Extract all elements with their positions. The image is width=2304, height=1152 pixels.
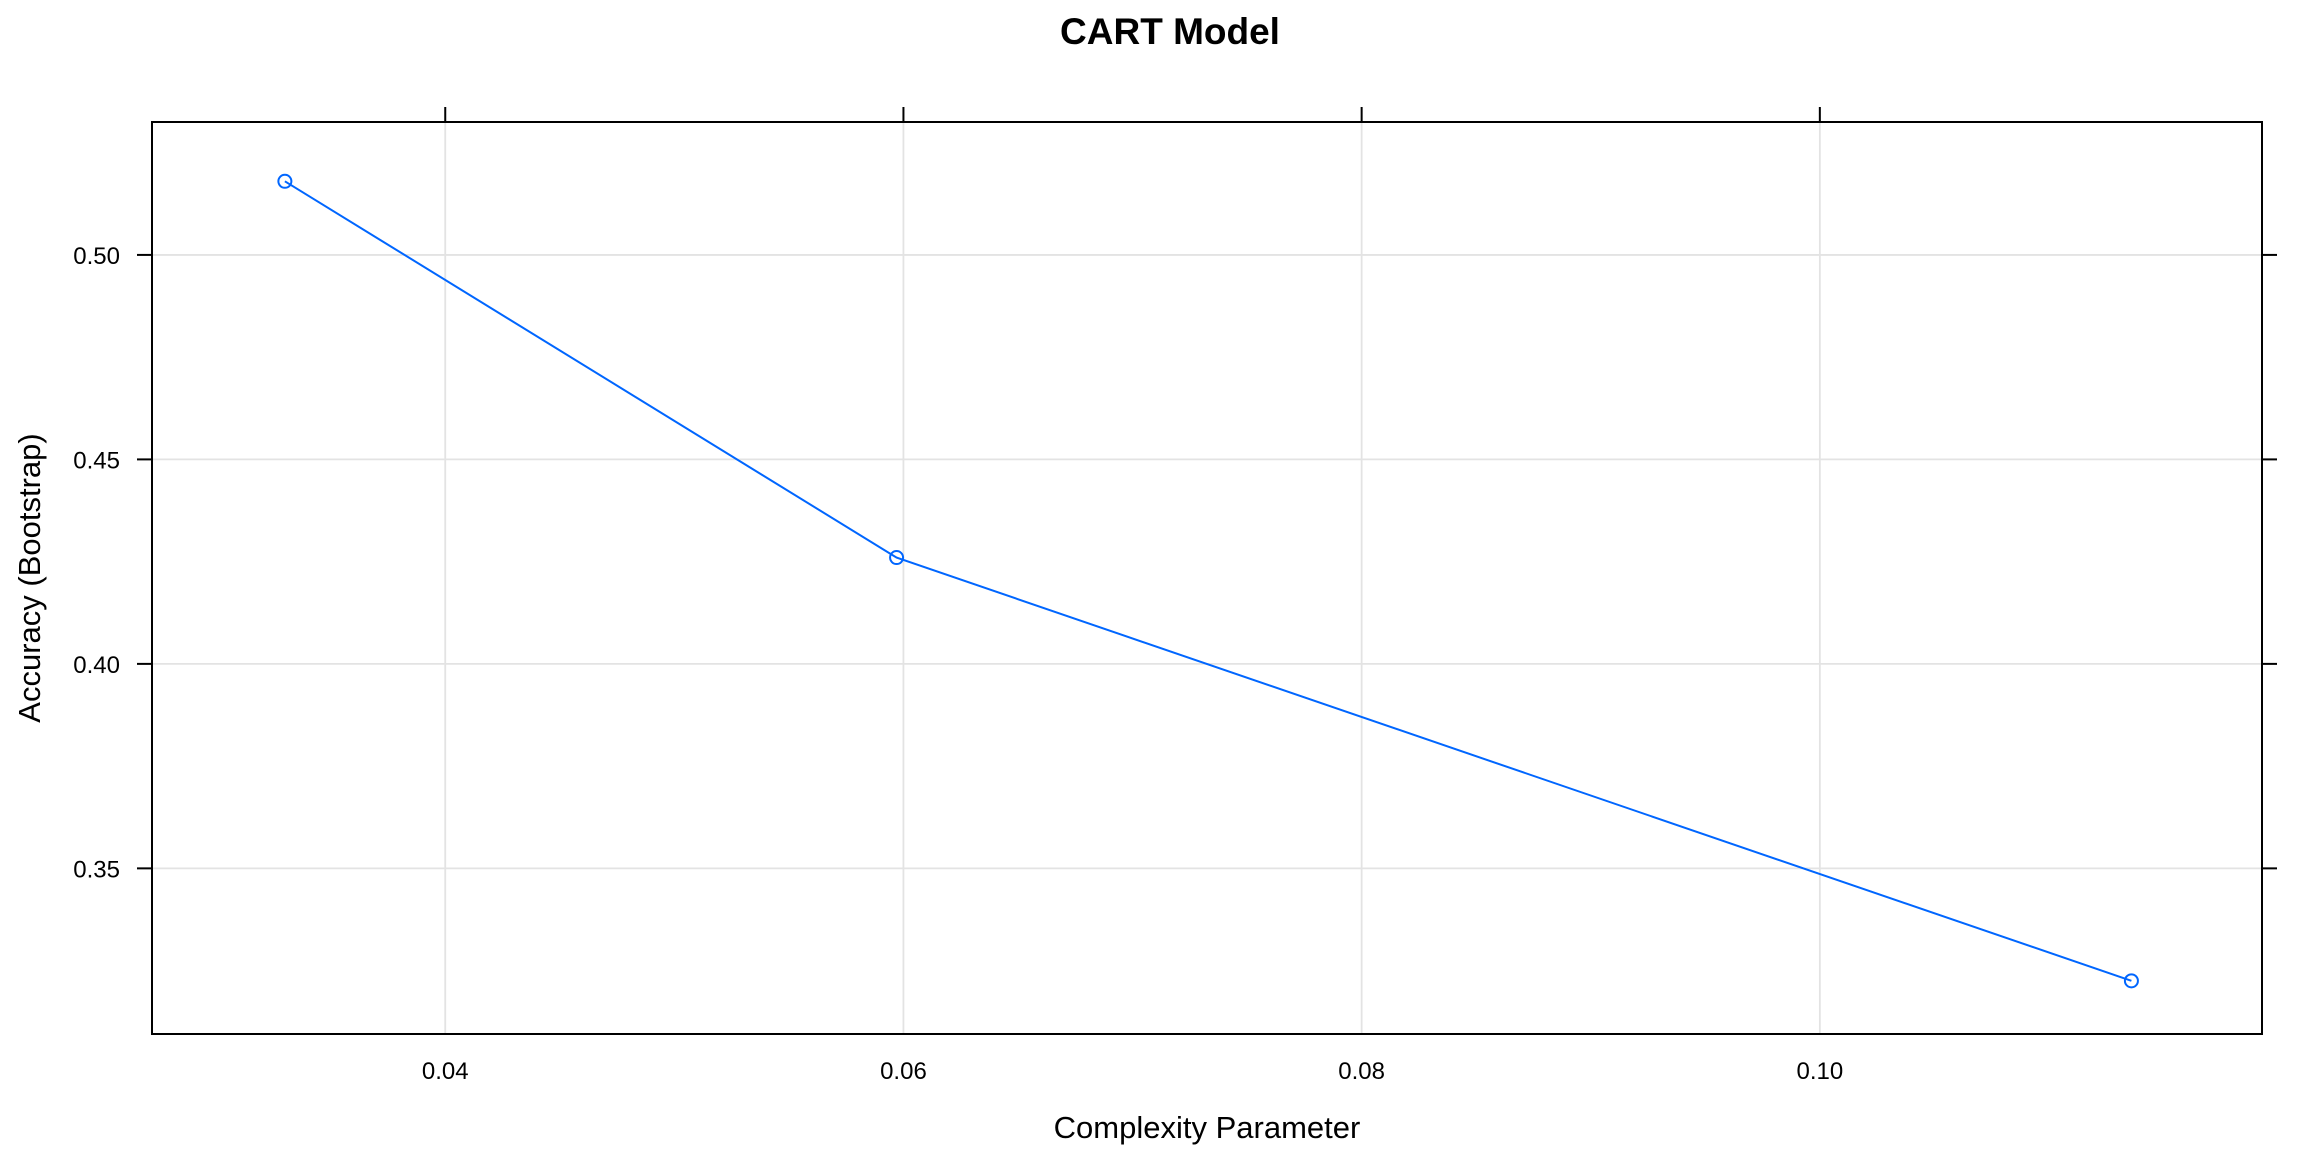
data-point bbox=[889, 550, 905, 566]
data-point bbox=[277, 173, 293, 189]
y-axis-label: Accuracy (Bootstrap) bbox=[12, 433, 47, 722]
y-tick-label: 0.40 bbox=[73, 652, 120, 679]
series-layer bbox=[277, 173, 2139, 989]
plot-frame bbox=[151, 121, 2263, 1035]
y-tick-label: 0.35 bbox=[73, 856, 120, 883]
tick-layer: 0.04 0.06 0.08 0.10 0.35 0.40 0.45 0.50 bbox=[73, 107, 2277, 1085]
x-axis-label: Complexity Parameter bbox=[1054, 1110, 1361, 1145]
x-tick-label: 0.04 bbox=[422, 1058, 469, 1085]
y-tick-label: 0.45 bbox=[73, 447, 120, 474]
series-line bbox=[284, 180, 2132, 982]
data-point bbox=[2123, 973, 2139, 989]
grid-layer bbox=[152, 122, 2262, 1034]
x-tick-label: 0.10 bbox=[1796, 1058, 1843, 1085]
x-tick-label: 0.08 bbox=[1338, 1058, 1385, 1085]
chart-title: CART Model bbox=[1060, 11, 1280, 52]
y-tick-label: 0.50 bbox=[73, 243, 120, 270]
x-tick-label: 0.06 bbox=[880, 1058, 927, 1085]
